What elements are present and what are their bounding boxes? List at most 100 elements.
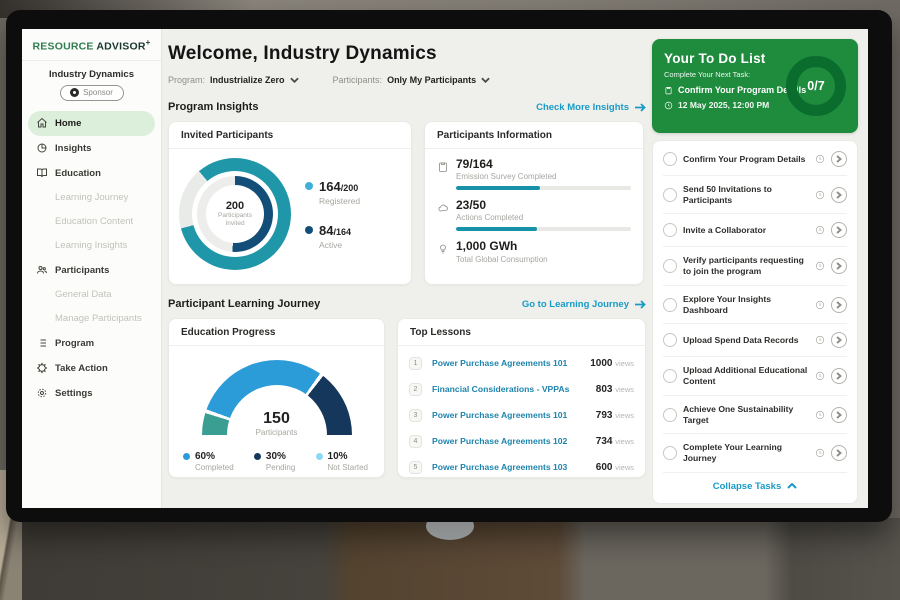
page-title: Welcome, Industry Dynamics	[168, 43, 437, 64]
legend-value: 60%	[195, 451, 216, 462]
sidebar-item-label: Learning Insights	[55, 240, 128, 251]
dashboard-screen: RESOURCE ADVISOR+ Industry Dynamics Spon…	[22, 29, 868, 508]
lesson-rank: 5	[409, 460, 422, 474]
progress-bar	[456, 227, 631, 232]
sidebar: RESOURCE ADVISOR+ Industry Dynamics Spon…	[22, 29, 162, 508]
sidebar-item-home[interactable]: Home	[28, 110, 155, 136]
section-title: Participant Learning Journey	[168, 298, 321, 310]
sidebar-nav: Home Insights Education Learning Journey…	[22, 109, 161, 408]
arrow-right-icon	[635, 299, 646, 309]
gauge-legend: 60% Completed 30% Pending	[169, 435, 384, 472]
task-row[interactable]: Explore Your Insights Dashboard	[663, 286, 847, 325]
education-progress-gauge-chart: 150 Participants	[201, 360, 352, 437]
legend-dot	[183, 453, 190, 460]
task-checkbox[interactable]	[663, 369, 677, 384]
lesson-link[interactable]: Power Purchase Agreements 101	[432, 358, 568, 368]
stat-label: Total Global Consumption	[456, 254, 548, 264]
legend-value: 164	[319, 179, 341, 194]
todo-next-task[interactable]: Confirm Your Program Details	[664, 85, 846, 95]
task-go-button[interactable]	[831, 186, 847, 203]
task-checkbox[interactable]	[663, 297, 677, 312]
task-checkbox[interactable]	[663, 187, 677, 202]
insights-cards-row: Invited Participants 200 Participants In…	[168, 121, 646, 285]
sidebar-item-program[interactable]: Program	[28, 331, 155, 356]
sponsor-icon	[70, 88, 80, 97]
sidebar-item-learning-journey[interactable]: Learning Journey	[28, 186, 155, 210]
legend-value: 10%	[327, 451, 348, 462]
chevron-right-icon	[836, 155, 842, 163]
task-row[interactable]: Confirm Your Program Details	[663, 143, 847, 176]
education-progress-card: Education Progress 150 Participants 60% …	[168, 318, 385, 478]
sidebar-item-label: Home	[55, 117, 82, 129]
todo-task-list: Confirm Your Program Details Send 50 Inv…	[652, 140, 858, 504]
participants-filter[interactable]: Participants: Only My Participants	[333, 75, 491, 85]
chevron-right-icon	[836, 410, 842, 419]
stat-value: 1,000 GWh	[456, 239, 518, 254]
task-row[interactable]: Send 50 Invitations to Participants	[663, 176, 847, 215]
task-label: Verify participants requesting to join t…	[683, 255, 804, 277]
chevron-right-icon	[836, 262, 842, 270]
task-row[interactable]: Upload Additional Educational Content	[663, 357, 847, 396]
todo-hero-card: Your To Do List Complete Your Next Task:…	[652, 39, 858, 133]
legend-label: Registered	[319, 196, 361, 206]
collapse-label: Collapse Tasks	[712, 480, 782, 492]
task-label: Confirm Your Program Details	[683, 153, 806, 164]
task-go-button[interactable]	[831, 368, 847, 385]
sidebar-item-education-content[interactable]: Education Content	[28, 210, 155, 234]
task-go-button[interactable]	[831, 296, 847, 313]
sidebar-item-manage-participants[interactable]: Manage Participants	[28, 307, 155, 331]
lessons-list: 1 Power Purchase Agreements 101 1000 vie…	[398, 346, 645, 480]
task-row[interactable]: Invite a Collaborator	[663, 214, 847, 248]
card-title: Invited Participants	[169, 122, 411, 149]
sidebar-item-learning-insights[interactable]: Learning Insights	[28, 234, 155, 258]
task-checkbox[interactable]	[663, 446, 677, 461]
legend-dot	[315, 453, 323, 460]
todo-panel: Your To Do List Complete Your Next Task:…	[652, 29, 858, 508]
collapse-tasks-link[interactable]: Collapse Tasks	[663, 473, 847, 501]
task-go-button[interactable]	[831, 332, 847, 349]
check-more-insights-link[interactable]: Check More Insights	[536, 102, 646, 113]
lesson-link[interactable]: Power Purchase Agreements 102	[432, 436, 568, 446]
clock-icon	[664, 101, 673, 109]
legend-label: Pending	[265, 462, 296, 472]
survey-icon	[439, 162, 447, 172]
task-checkbox[interactable]	[663, 407, 677, 422]
task-row[interactable]: Upload Spend Data Records	[663, 324, 847, 358]
sidebar-item-education[interactable]: Education	[28, 161, 155, 186]
lesson-views: 803	[595, 383, 613, 395]
sidebar-item-participants[interactable]: Participants	[28, 258, 155, 283]
chevron-right-icon	[836, 190, 842, 199]
task-row[interactable]: Complete Your Learning Journey	[663, 434, 847, 473]
lesson-views: 600	[595, 461, 613, 473]
task-row[interactable]: Verify participants requesting to join t…	[663, 247, 847, 286]
task-checkbox[interactable]	[663, 259, 677, 274]
program-filter[interactable]: Program: Industrialize Zero	[168, 75, 299, 85]
task-checkbox[interactable]	[663, 152, 677, 166]
lesson-link[interactable]: Financial Considerations - VPPAs	[432, 384, 570, 394]
lesson-row: 5 Power Purchase Agreements 103 600 view…	[409, 454, 634, 480]
lesson-link[interactable]: Power Purchase Agreements 101	[432, 410, 568, 420]
task-row[interactable]: Achieve One Sustainability Target	[663, 396, 847, 435]
todo-progress-value: 0/7	[807, 79, 825, 93]
task-label: Complete Your Learning Journey	[683, 442, 782, 464]
org-name: Industry Dynamics	[49, 68, 134, 80]
program-icon	[38, 339, 46, 347]
go-to-learning-journey-link[interactable]: Go to Learning Journey	[522, 299, 646, 310]
task-go-button[interactable]	[831, 406, 847, 423]
stat-value: 79/164	[456, 157, 493, 171]
task-go-button[interactable]	[831, 151, 847, 167]
sidebar-item-take-action[interactable]: Take Action	[28, 356, 155, 381]
sidebar-item-insights[interactable]: Insights	[28, 136, 155, 161]
task-checkbox[interactable]	[663, 223, 677, 238]
participants-filter-label: Participants:	[332, 75, 383, 85]
legend-label: Active	[319, 240, 343, 250]
task-go-button[interactable]	[831, 222, 847, 239]
views-suffix: views	[615, 436, 634, 446]
task-checkbox[interactable]	[663, 333, 677, 348]
sidebar-item-settings[interactable]: Settings	[28, 381, 155, 406]
lesson-row: 1 Power Purchase Agreements 101 1000 vie…	[409, 350, 634, 376]
sidebar-item-general-data[interactable]: General Data	[28, 283, 155, 307]
task-go-button[interactable]	[831, 445, 847, 462]
lesson-link[interactable]: Power Purchase Agreements 103	[432, 462, 568, 472]
task-go-button[interactable]	[831, 258, 847, 275]
